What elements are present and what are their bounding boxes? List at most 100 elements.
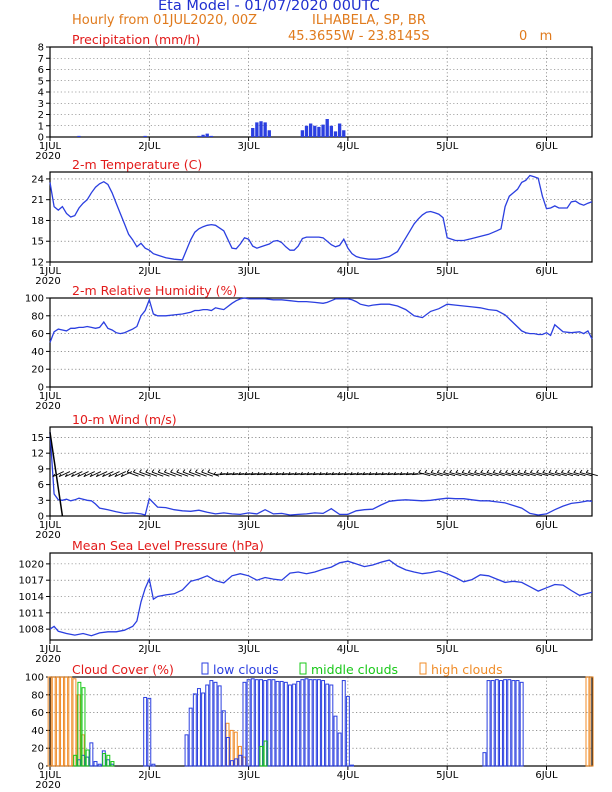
- cloud-bar-low-clouds: [279, 680, 284, 767]
- rh-xtick-label: 3JUL: [237, 391, 260, 402]
- cloud-bar-low-clouds: [350, 764, 354, 767]
- wind-arrow-head: [312, 471, 316, 475]
- mslp-year-label: 2020: [35, 654, 60, 665]
- wind-arrow: [300, 473, 313, 476]
- wind-arrow: [257, 473, 270, 476]
- cloud-bar-high-clouds: [55, 676, 60, 767]
- precip-bar: [337, 123, 342, 137]
- mslp-ytick-label: 1020: [19, 559, 44, 570]
- precip-ytick-label: 4: [38, 88, 44, 99]
- temp-xtick-label: 3JUL: [237, 266, 260, 277]
- wind-arrow: [226, 473, 239, 476]
- cloud-bar-low-clouds: [89, 742, 94, 767]
- cloud-bar-middle-clouds: [263, 740, 268, 767]
- wind-arrow-head: [151, 469, 155, 473]
- rh-year-label: 2020: [35, 401, 60, 412]
- precip-ytick-label: 6: [38, 65, 44, 76]
- cloud-bar-low-clouds: [325, 683, 330, 767]
- wind-arrow: [312, 473, 325, 476]
- wind-arrow: [201, 471, 214, 477]
- cloud-bar-high-clouds: [72, 678, 77, 767]
- wind-arrow-head: [505, 469, 508, 473]
- wind-line: [49, 432, 593, 516]
- wind-arrow-head: [585, 469, 589, 473]
- wind-arrow: [381, 473, 394, 476]
- wind-arrow-head: [318, 471, 322, 475]
- wind-arrow: [486, 472, 499, 477]
- temp-ytick-label: 15: [31, 237, 44, 248]
- wind-arrow: [356, 473, 369, 476]
- wind-arrow-head: [182, 469, 186, 473]
- wind-arrow-head: [213, 471, 217, 475]
- wind-arrow: [139, 471, 151, 477]
- rh-xtick-label: 4JUL: [337, 391, 360, 402]
- precip-bar: [263, 122, 267, 137]
- wind-arrow: [89, 471, 102, 478]
- wind-arrow: [555, 472, 567, 477]
- wind-arrow-head: [498, 469, 502, 473]
- wind-arrow-head: [145, 469, 149, 473]
- precip-xtick-label: 2JUL: [138, 141, 161, 152]
- temp-xtick-label: 6JUL: [535, 266, 558, 277]
- wind-xtick-label: 2JUL: [138, 520, 161, 531]
- mslp-xtick-label: 4JUL: [337, 644, 360, 655]
- wind-arrow-head: [120, 473, 124, 477]
- precip-ytick-label: 2: [38, 110, 44, 121]
- wind-arrow: [102, 471, 114, 478]
- wind-ytick-label: 9: [38, 464, 44, 475]
- cloud-bar-low-clouds: [296, 680, 301, 767]
- wind-arrow-head: [306, 471, 310, 475]
- cloud-bar-low-clouds: [292, 683, 297, 767]
- precip-bar: [259, 121, 263, 137]
- wind-arrow-head: [238, 471, 241, 475]
- wind-arrow: [511, 472, 524, 477]
- model-title: Eta Model - 01/07/2020 00UTC: [158, 0, 380, 14]
- wind-xtick-label: 1JUL: [39, 520, 62, 531]
- cloud-bar-low-clouds: [507, 679, 512, 767]
- wind-arrow-head: [529, 469, 533, 473]
- wind-arrow: [449, 472, 462, 477]
- wind-arrow: [294, 473, 307, 476]
- rh-xtick-label: 6JUL: [535, 391, 558, 402]
- wind-arrow: [331, 473, 344, 476]
- precip-bar: [325, 119, 329, 137]
- cloud-xtick-label: 1JUL: [39, 770, 62, 781]
- cloud-ytick-label: 80: [31, 690, 44, 701]
- wind-ytick-label: 3: [38, 496, 44, 507]
- rh-xtick-label: 5JUL: [436, 391, 459, 402]
- precip-xtick-label: 4JUL: [337, 141, 360, 152]
- wind-arrow-head: [293, 471, 297, 475]
- mslp-line: [49, 559, 593, 637]
- cloud-bar-low-clouds: [515, 680, 520, 767]
- precip-title: Precipitation (mm/h): [72, 32, 200, 47]
- cloud-bar-low-clouds: [308, 679, 313, 767]
- wind-arrow: [269, 473, 282, 476]
- cloud-xtick-label: 5JUL: [436, 770, 459, 781]
- cloud-bar-middle-clouds: [85, 749, 90, 767]
- mslp-xtick-label: 5JUL: [436, 644, 459, 655]
- wind-arrow: [524, 472, 536, 477]
- wind-arrow: [275, 473, 288, 476]
- wind-arrow-head: [325, 471, 328, 475]
- mslp-xtick-label: 1JUL: [39, 644, 62, 655]
- wind-arrow: [126, 471, 139, 477]
- wind-arrow: [120, 471, 133, 478]
- wind-arrow-head: [52, 473, 56, 477]
- cloud-bar-middle-clouds: [102, 753, 107, 767]
- wind-arrow: [474, 472, 487, 477]
- cloud-bar-low-clouds: [201, 692, 206, 767]
- precip-bar: [205, 133, 209, 137]
- wind-arrow-head: [132, 469, 136, 473]
- precip-ytick-label: 3: [38, 99, 44, 110]
- wind-ytick-label: 12: [31, 449, 44, 460]
- wind-arrow-head: [405, 471, 409, 475]
- wind-arrow: [157, 471, 170, 477]
- wind-arrow-head: [157, 469, 161, 473]
- precip-bar: [209, 135, 214, 137]
- wind-arrow-head: [281, 471, 285, 475]
- wind-arrow: [263, 473, 276, 476]
- cloud-bar-low-clouds: [242, 681, 247, 767]
- precip-xtick-label: 6JUL: [535, 141, 558, 152]
- precip-bar: [342, 130, 346, 137]
